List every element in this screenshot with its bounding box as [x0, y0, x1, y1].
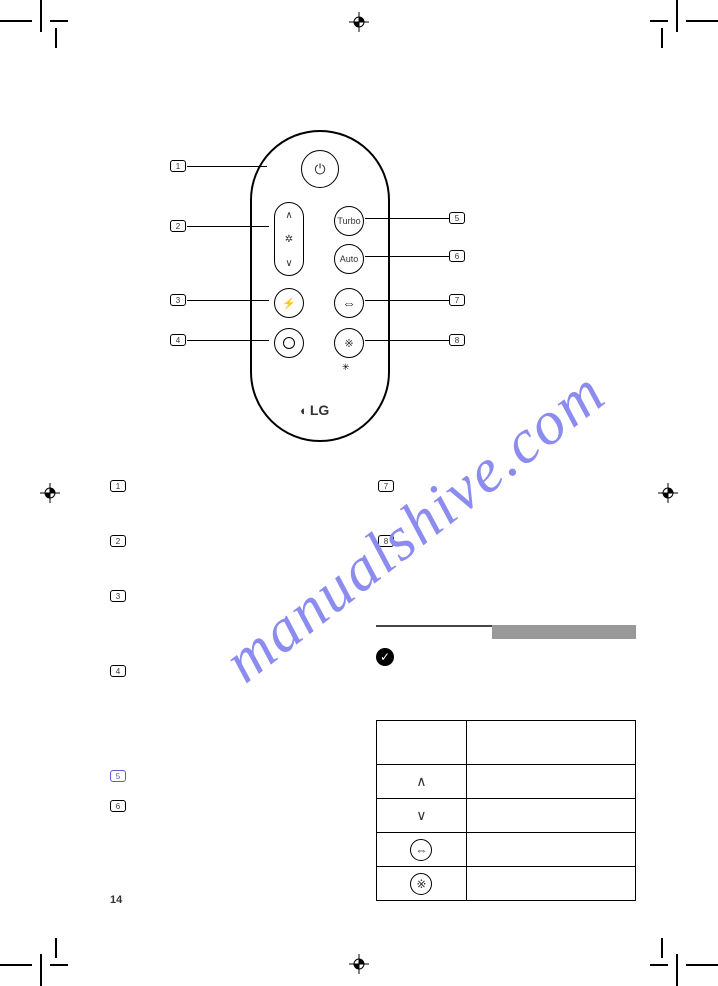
- note-divider-shade: [492, 625, 636, 639]
- turbo-button-icon: Turbo: [334, 206, 364, 236]
- table-cell: [466, 799, 635, 833]
- registration-mark-icon: [349, 954, 369, 974]
- list-number: 4: [110, 665, 126, 677]
- callout-line: [187, 340, 269, 341]
- list-number: 5: [110, 770, 126, 782]
- crop-mark: [650, 964, 668, 966]
- callout-number: 8: [449, 334, 465, 346]
- table-row: ※: [377, 867, 636, 901]
- crop-mark: [650, 20, 668, 22]
- registration-mark-icon: [40, 483, 60, 503]
- remote-body: ⏻ ∧ ✲ ∨ Turbo Auto ⚡ ⇔ ※ ✳ LG: [250, 130, 390, 442]
- list-number: 1: [110, 480, 126, 492]
- sleep-button-icon: ※: [334, 328, 364, 358]
- callout-number: 2: [170, 220, 186, 232]
- table-cell: [466, 867, 635, 901]
- callout-line: [187, 226, 269, 227]
- crop-mark: [55, 938, 57, 958]
- button-reference-table: ∧ ∨ ⇔ ※: [376, 720, 636, 901]
- callout-number: 1: [170, 160, 186, 172]
- timer-button-icon: [274, 328, 304, 358]
- callout-number: 3: [170, 294, 186, 306]
- callout-line: [187, 300, 269, 301]
- crop-mark: [55, 28, 57, 48]
- swing-button-icon: ⇔: [334, 288, 364, 318]
- callout-number: 7: [449, 294, 465, 306]
- remote-diagram: ⏻ ∧ ✲ ∨ Turbo Auto ⚡ ⇔ ※ ✳ LG 1 2 3 4 5 …: [205, 130, 505, 450]
- registration-mark-icon: [658, 483, 678, 503]
- crop-mark: [661, 938, 663, 958]
- table-cell-up-icon: ∧: [377, 765, 467, 799]
- extra-icon: ✳: [342, 362, 350, 373]
- mode-button-icon: ⚡: [274, 288, 304, 318]
- callout-line: [365, 256, 449, 257]
- table-cell: [466, 721, 635, 765]
- callout-number: 4: [170, 334, 186, 346]
- table-row: ∨: [377, 799, 636, 833]
- table-cell: [377, 721, 467, 765]
- crop-mark: [686, 964, 718, 966]
- crop-mark: [40, 954, 42, 986]
- up-arrow-icon: ∧: [285, 210, 292, 221]
- callout-line: [365, 218, 449, 219]
- list-number: 8: [378, 535, 394, 547]
- crop-mark: [661, 28, 663, 48]
- registration-mark-icon: [349, 12, 369, 32]
- table-cell: [466, 833, 635, 867]
- crop-mark: [686, 20, 718, 22]
- power-button-icon: ⏻: [301, 150, 339, 188]
- callout-line: [365, 300, 449, 301]
- crop-mark: [40, 0, 42, 32]
- table-cell-down-icon: ∨: [377, 799, 467, 833]
- fan-speed-rocker-icon: ∧ ✲ ∨: [274, 202, 304, 276]
- callout-line: [187, 166, 267, 167]
- crop-mark: [0, 964, 32, 966]
- crop-mark: [50, 964, 68, 966]
- crop-mark: [0, 20, 32, 22]
- note-check-icon: ✓: [376, 648, 394, 666]
- fan-icon: ✲: [285, 234, 293, 245]
- list-number: 3: [110, 590, 126, 602]
- table-cell-swing-icon: ⇔: [377, 833, 467, 867]
- callout-number: 6: [449, 250, 465, 262]
- list-number: 6: [110, 800, 126, 812]
- list-number: 2: [110, 535, 126, 547]
- page-number: 14: [110, 894, 122, 906]
- crop-mark: [50, 20, 68, 22]
- crop-mark: [676, 0, 678, 32]
- callout-number: 5: [449, 212, 465, 224]
- auto-button-icon: Auto: [334, 244, 364, 274]
- lg-logo: LG: [300, 402, 329, 418]
- table-cell-sleep-icon: ※: [377, 867, 467, 901]
- table-row: [377, 721, 636, 765]
- list-number: 7: [378, 480, 394, 492]
- table-row: ⇔: [377, 833, 636, 867]
- crop-mark: [676, 954, 678, 986]
- table-row: ∧: [377, 765, 636, 799]
- down-arrow-icon: ∨: [285, 258, 292, 269]
- table-cell: [466, 765, 635, 799]
- callout-line: [365, 340, 449, 341]
